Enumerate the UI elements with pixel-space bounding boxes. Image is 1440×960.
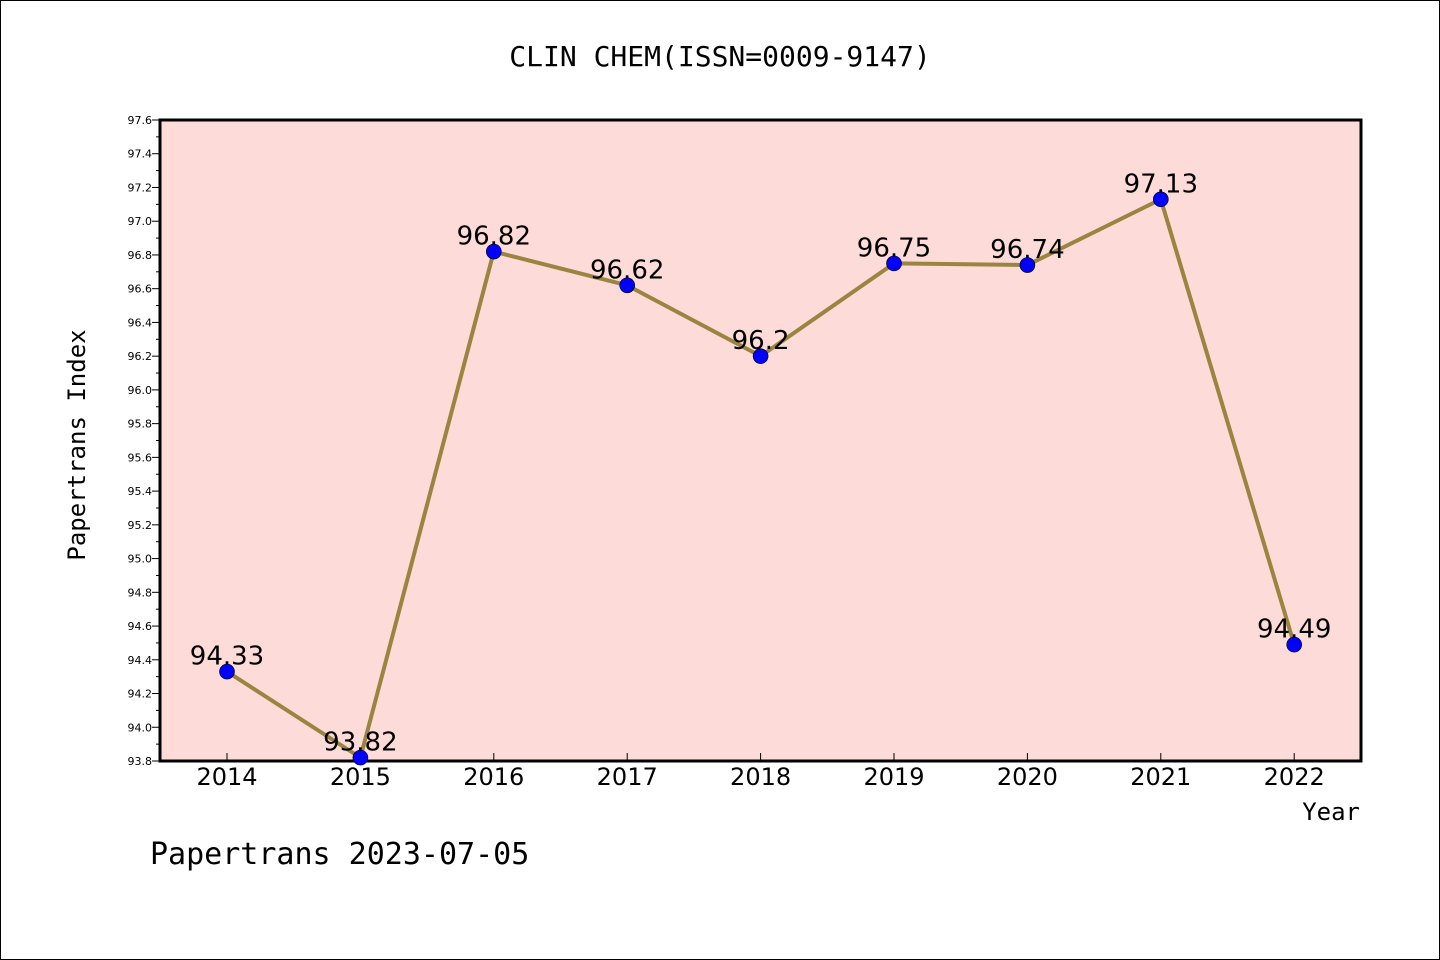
data-point	[1153, 191, 1169, 208]
data-label: 94.49	[1257, 615, 1331, 645]
y-tick-label: 95.6	[128, 451, 153, 464]
y-tick-label: 94.4	[128, 654, 153, 667]
plot-area	[158, 118, 1363, 763]
y-axis-label: Papertrans Index	[63, 329, 91, 560]
x-tick-label: 2018	[730, 763, 791, 791]
data-label: 93.82	[323, 728, 397, 758]
y-tick-label: 96.6	[128, 283, 153, 296]
data-label: 96.82	[457, 222, 531, 252]
y-tick-label: 95.2	[128, 519, 153, 532]
data-label: 97.13	[1124, 169, 1198, 199]
data-markers	[219, 191, 1302, 766]
data-point	[485, 243, 502, 260]
x-axis: 2014 2015 2016 2017 2018 2019 2020 2021 2022	[196, 753, 1325, 791]
y-tick-label: 96.2	[128, 350, 153, 363]
data-label: 96.2	[732, 326, 790, 356]
y-tick-label: 95.4	[128, 485, 153, 498]
x-tick-label: 2016	[463, 763, 524, 791]
x-tick-label: 2015	[330, 763, 391, 791]
x-tick-label: 2017	[597, 763, 658, 791]
y-tick-label: 96.0	[128, 384, 153, 397]
data-point	[352, 749, 369, 766]
data-label: 96.75	[857, 233, 931, 263]
y-tick-label: 95.8	[128, 418, 153, 431]
y-tick-label: 94.2	[128, 688, 153, 701]
y-tick-label: 96.4	[128, 316, 153, 329]
data-point	[1019, 257, 1036, 273]
y-tick-label: 97.6	[128, 114, 153, 127]
x-axis-label: Year	[1302, 798, 1360, 826]
footer-text: Papertrans 2023-07-05	[150, 837, 529, 872]
y-tick-label: 97.0	[128, 215, 153, 228]
x-tick-label: 2022	[1264, 763, 1325, 791]
y-axis: 93.8 94.0 94.2 94.4 94.6 94.8 95.0 95.2 95.4 95.6…	[128, 114, 160, 768]
x-tick-label: 2019	[863, 763, 924, 791]
data-label: 96.62	[590, 255, 664, 285]
data-point	[752, 348, 769, 364]
y-tick-label: 94.6	[128, 620, 153, 633]
y-tick-label: 97.4	[128, 148, 153, 161]
data-point	[619, 277, 636, 294]
data-point	[1286, 636, 1302, 653]
chart-title: CLIN CHEM(ISSN=0009-9147)	[509, 40, 930, 73]
data-point	[886, 255, 902, 272]
y-tick-label: 94.8	[128, 586, 153, 599]
x-tick-label: 2021	[1130, 763, 1191, 791]
data-point	[219, 663, 235, 680]
y-tick-label: 95.0	[128, 553, 153, 566]
data-labels: 94.33 93.82 96.82 96.62 96.2 96.75 96.74 97.13 9…	[190, 169, 1332, 757]
x-tick-label: 2014	[196, 763, 257, 791]
y-tick-label: 93.8	[128, 755, 153, 768]
data-label: 96.74	[990, 235, 1064, 265]
data-label: 94.33	[190, 642, 264, 672]
y-tick-label: 96.8	[128, 249, 153, 262]
y-tick-label: 97.2	[128, 181, 153, 194]
y-tick-label: 94.0	[128, 721, 153, 734]
x-tick-label: 2020	[997, 763, 1058, 791]
